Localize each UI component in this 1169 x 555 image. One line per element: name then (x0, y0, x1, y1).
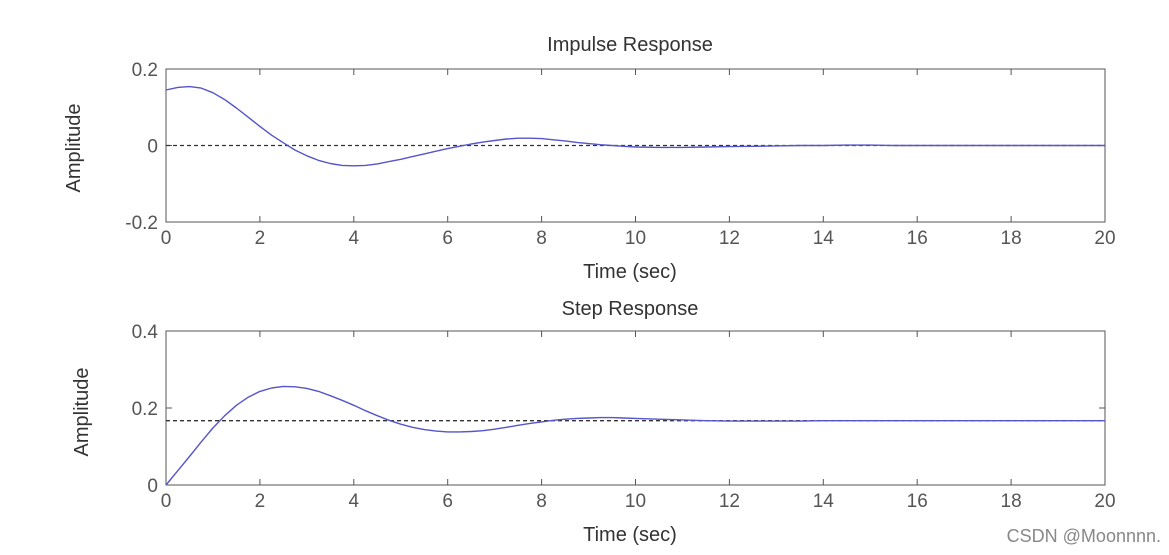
impulse-xtick-label-8: 16 (907, 228, 928, 249)
impulse-xtick-label-7: 14 (813, 228, 835, 249)
impulse-ytick-label-2: 0.2 (132, 60, 158, 81)
impulse-xtick-label-6: 12 (719, 228, 740, 249)
impulse-ytick-label-1: 0 (147, 137, 158, 158)
impulse-chart-title: Impulse Response (547, 34, 713, 56)
step-xtick-label-4: 8 (536, 491, 547, 512)
step-response-plot: Step Response Time (sec) Amplitude 0 2 4 6 8… (71, 298, 1116, 546)
impulse-series-line-0 (165, 85, 1105, 167)
step-xtick-label-8: 16 (907, 491, 928, 512)
step-xtick-label-0: 0 (161, 491, 172, 512)
impulse-xtick-label-1: 2 (255, 228, 266, 249)
impulse-xtick-label-4: 8 (536, 228, 547, 249)
step-x-axis-label: Time (sec) (583, 524, 677, 546)
impulse-x-axis-label: Time (sec) (583, 261, 677, 283)
step-ytick-label-2: 0.4 (132, 322, 159, 343)
impulse-marks (165, 85, 1105, 167)
impulse-ticks: 0 2 4 6 8 10 12 14 16 18 20-0.200.2 (125, 60, 1115, 249)
impulse-xtick-label-9: 18 (1001, 228, 1022, 249)
impulse-ytick-label-0: -0.2 (125, 213, 158, 234)
watermark-text: CSDN @Moonnnn. (1006, 526, 1161, 546)
impulse-response-plot: Impulse Response Time (sec) Amplitude 0 2… (63, 34, 1116, 283)
impulse-xtick-label-10: 20 (1094, 228, 1115, 249)
step-plot-frame (165, 330, 1106, 486)
step-xtick-label-2: 4 (349, 491, 360, 512)
step-ticks: 0 2 4 6 8 10 12 14 16 18 20 0 0.2 0.4 (132, 322, 1116, 512)
step-xtick-label-9: 18 (1001, 491, 1022, 512)
impulse-y-axis-label: Amplitude (63, 104, 85, 193)
impulse-xtick-label-0: 0 (161, 228, 172, 249)
step-ytick-label-0: 0 (147, 476, 158, 497)
step-xtick-label-7: 14 (813, 491, 835, 512)
impulse-xtick-label-2: 4 (349, 228, 360, 249)
step-xtick-label-10: 20 (1094, 491, 1115, 512)
step-chart-title: Step Response (562, 298, 699, 320)
step-xtick-label-3: 6 (442, 491, 453, 512)
step-y-axis-label: Amplitude (71, 368, 93, 457)
impulse-xtick-label-3: 6 (442, 228, 453, 249)
step-series-line-0 (165, 385, 1105, 486)
step-xtick-label-5: 10 (625, 491, 646, 512)
step-ytick-label-1: 0.2 (132, 399, 158, 420)
step-xtick-label-6: 12 (719, 491, 740, 512)
impulse-xtick-label-5: 10 (625, 228, 646, 249)
step-xtick-label-1: 2 (255, 491, 266, 512)
step-marks (165, 385, 1105, 486)
